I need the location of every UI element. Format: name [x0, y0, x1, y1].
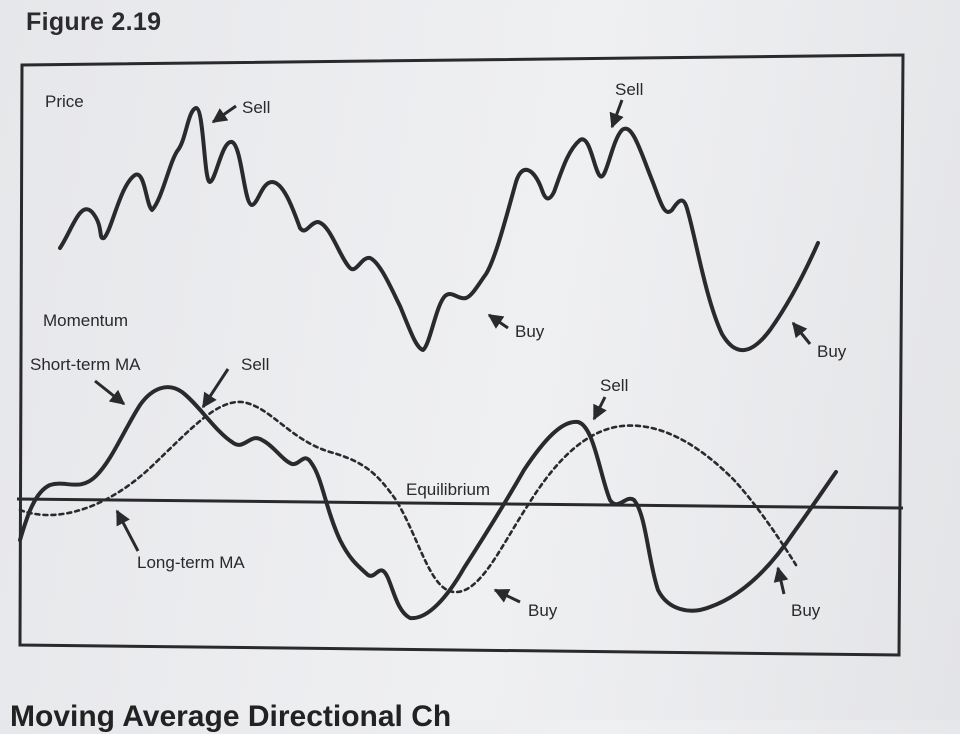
momentum-label: Momentum: [43, 311, 128, 330]
price-sell-arrow-1: [211, 104, 237, 124]
short-term-ma-label: Short-term MA: [30, 355, 141, 374]
price-buy-arrow-2: [791, 321, 812, 345]
momentum-buy-arrow-1: [493, 588, 521, 604]
long-term-ma-curve: [18, 400, 798, 594]
figure-title: Figure 2.19: [26, 8, 162, 36]
long-term-ma-label: Long-term MA: [137, 553, 245, 572]
equilibrium-line: [16, 497, 904, 510]
price-sell-label-2: Sell: [615, 80, 643, 99]
equilibrium-label: Equilibrium: [406, 480, 490, 499]
price-buy-label-2: Buy: [817, 342, 847, 361]
momentum-buy-label-2: Buy: [791, 601, 821, 620]
momentum-buy-arrow-2: [773, 566, 789, 595]
long-term-ma-pointer: [115, 509, 140, 552]
short-term-ma-curve: [18, 385, 838, 621]
momentum-sell-label-2: Sell: [600, 376, 628, 395]
figure-frame: [18, 53, 905, 657]
momentum-sell-label-1: Sell: [241, 355, 269, 374]
price-sell-arrow-2: [609, 99, 624, 129]
price-sell-label-1: Sell: [242, 98, 270, 117]
price-buy-label-1: Buy: [515, 322, 545, 341]
momentum-buy-label-1: Buy: [528, 601, 558, 620]
next-section-heading: Moving Average Directional Ch: [10, 700, 452, 733]
short-term-ma-pointer: [94, 379, 126, 406]
price-buy-arrow-1: [487, 313, 509, 330]
momentum-sell-arrow-2: [592, 396, 607, 421]
price-curve: [58, 106, 820, 353]
momentum-sell-arrow-1: [201, 368, 230, 409]
price-label: Price: [45, 92, 84, 111]
